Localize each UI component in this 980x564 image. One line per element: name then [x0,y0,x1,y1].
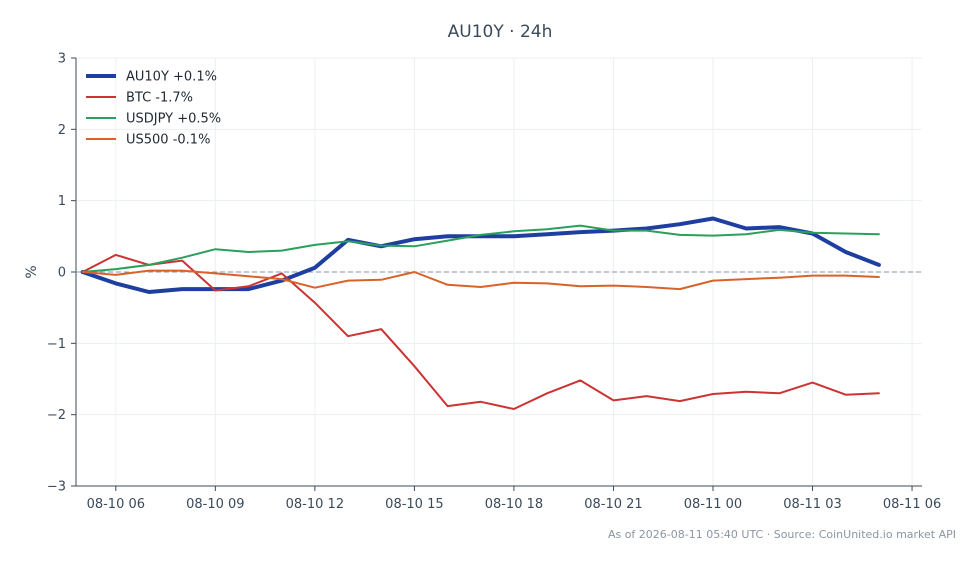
series-line [81,253,880,410]
x-tick-label: 08-11 03 [783,497,841,512]
chart-title: AU10Y · 24h [448,22,553,42]
legend-label: USDJPY +0.5% [126,112,221,127]
y-tick-label: 2 [58,123,66,138]
y-tick-label: −2 [47,408,66,423]
x-tick-label: 08-11 00 [684,497,742,512]
y-tick-label: −3 [47,480,66,495]
y-tick-label: 3 [58,52,66,67]
series-line [80,216,881,294]
legend-label: US500 -0.1% [126,133,210,148]
y-axis-label: % [24,265,40,278]
series-line [81,224,880,273]
x-tick-label: 08-10 15 [385,497,443,512]
x-tick-label: 08-10 12 [286,497,344,512]
y-tick-label: 1 [58,194,66,209]
footer-note: As of 2026-08-11 05:40 UTC · Source: Coi… [608,528,956,541]
y-tick-label: 0 [58,266,66,281]
legend: AU10Y +0.1% BTC -1.7% USDJPY +0.5% US500 -0… [86,70,221,148]
series-lines [80,216,881,410]
x-tick-label: 08-10 06 [87,497,145,512]
x-tick-label: 08-10 21 [584,497,642,512]
x-tick-label: 08-11 06 [883,497,941,512]
legend-label: AU10Y +0.1% [126,70,217,85]
x-tick-label: 08-10 18 [485,497,543,512]
legend-label: BTC -1.7% [126,91,193,106]
x-tick-label: 08-10 09 [186,497,244,512]
series-line [81,269,880,291]
y-tick-label: −1 [47,337,66,352]
axes: 08-10 06 08-10 09 08-10 12 08-10 15 08-10 18… [47,52,941,513]
